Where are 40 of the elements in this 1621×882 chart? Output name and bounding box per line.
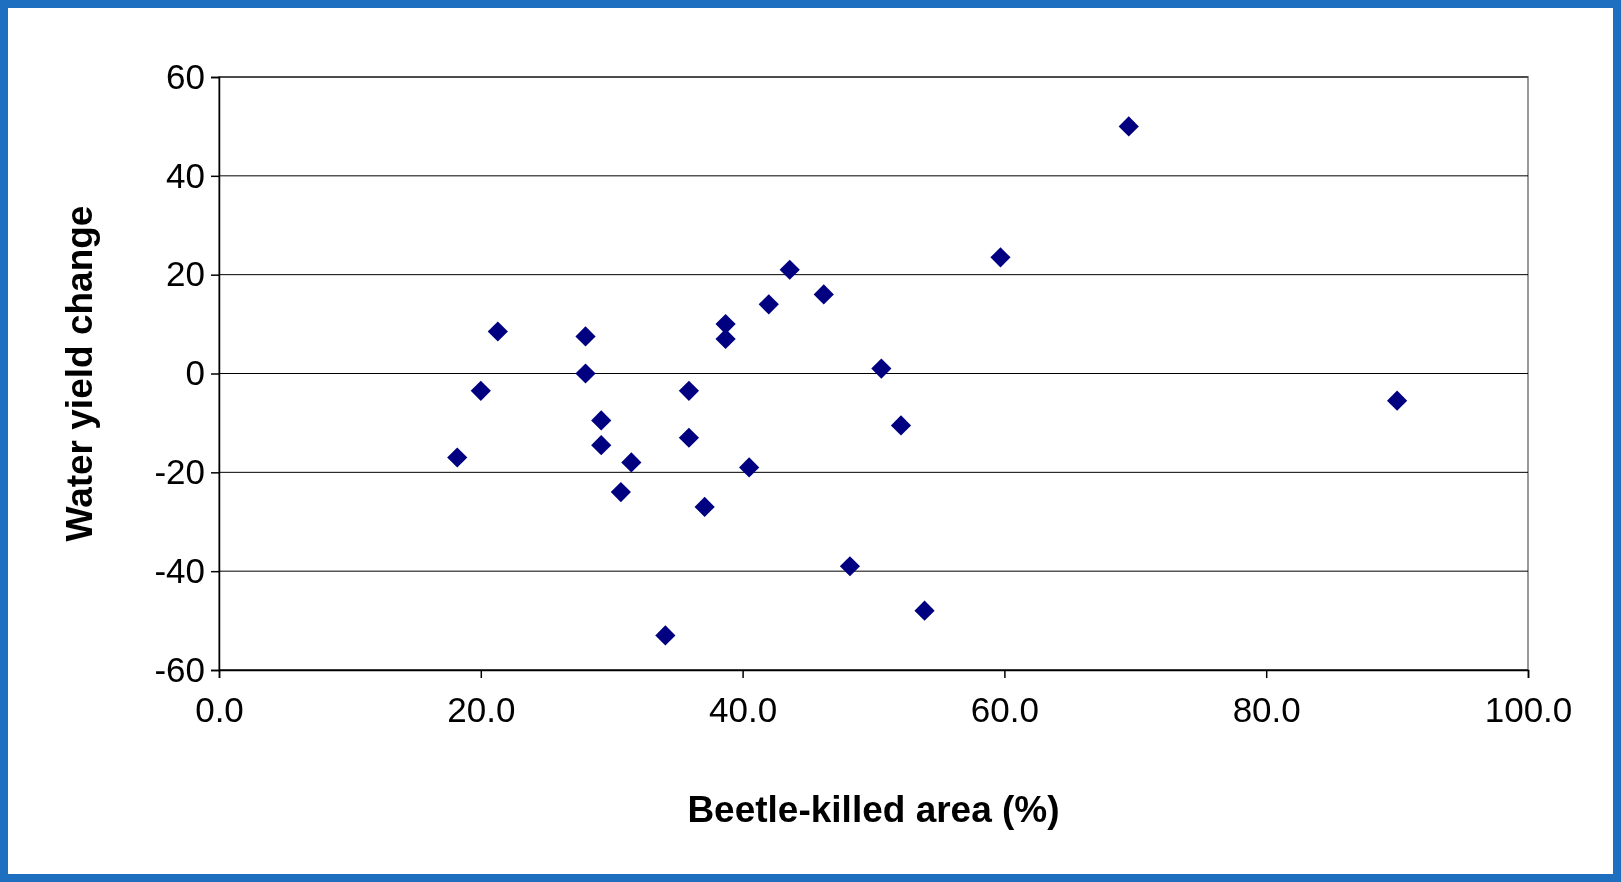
- point: [694, 496, 715, 518]
- point: [678, 427, 700, 448]
- point: [591, 410, 612, 431]
- x-tick-label: 100.0: [1484, 689, 1573, 729]
- x-tick-label: 40.0: [709, 689, 778, 729]
- y-tick-label: 60: [166, 56, 205, 96]
- y-tick-label: -60: [154, 649, 205, 689]
- point: [591, 435, 612, 456]
- y-tick-label: 20: [166, 254, 205, 294]
- point: [447, 447, 468, 468]
- x-axis-title: Beetle-killed area (%): [687, 789, 1060, 830]
- x-tick-label: 0.0: [195, 689, 244, 729]
- y-tick-label: -40: [154, 550, 205, 590]
- point: [655, 625, 676, 646]
- point: [839, 556, 861, 577]
- point: [575, 363, 596, 384]
- point: [575, 326, 596, 347]
- point: [914, 600, 935, 621]
- point: [1118, 116, 1139, 137]
- x-tick-label: 80.0: [1232, 689, 1301, 729]
- point: [990, 247, 1011, 268]
- y-tick-label: 0: [185, 353, 205, 393]
- x-tick-label: 60.0: [970, 689, 1039, 729]
- point: [779, 259, 800, 280]
- y-tick-label: -20: [154, 452, 205, 492]
- y-tick-label: 40: [166, 155, 205, 195]
- y-axis-title: Water yield change: [59, 205, 100, 542]
- point: [1387, 390, 1408, 411]
- point: [871, 358, 892, 379]
- point: [487, 321, 508, 342]
- point: [739, 457, 760, 478]
- point: [610, 482, 631, 503]
- point: [890, 415, 912, 436]
- x-tick-label: 20.0: [447, 689, 516, 729]
- point: [715, 328, 736, 350]
- point: [813, 284, 834, 305]
- point: [758, 294, 779, 315]
- point: [470, 380, 491, 401]
- point: [621, 452, 642, 473]
- point: [678, 380, 700, 401]
